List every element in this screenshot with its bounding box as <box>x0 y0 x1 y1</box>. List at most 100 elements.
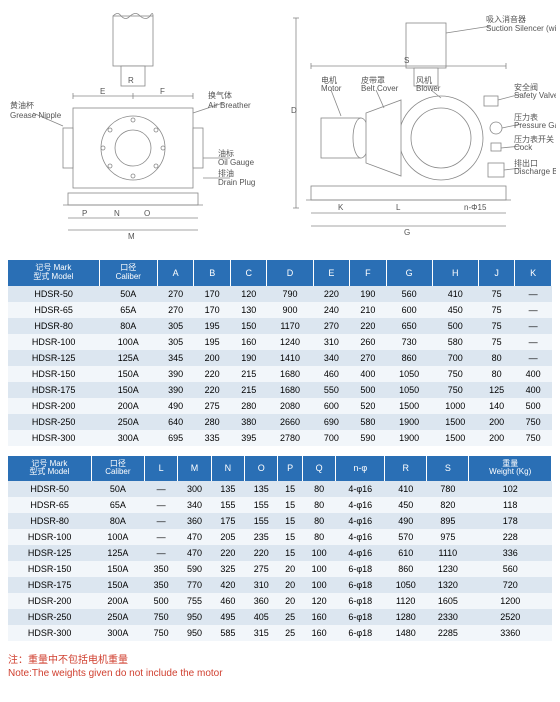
table-cell: HDSR-200 <box>8 398 99 414</box>
table-cell: 450 <box>385 497 427 513</box>
table-cell: 500 <box>350 382 387 398</box>
table-cell: 3360 <box>469 625 552 641</box>
table-cell: 790 <box>267 286 313 302</box>
table-cell: 490 <box>157 398 194 414</box>
table-cell: 780 <box>427 481 469 497</box>
label-blower-en: Blower <box>416 84 441 93</box>
table-cell: 65A <box>91 497 144 513</box>
label-grease-cn: 黄油杯 <box>10 100 34 110</box>
table-cell: 120 <box>302 593 335 609</box>
table-cell: 695 <box>157 430 194 446</box>
table-cell: 102 <box>469 481 552 497</box>
table-cell: 100 <box>302 545 335 561</box>
table-cell: 390 <box>157 366 194 382</box>
table-cell: 118 <box>469 497 552 513</box>
table-cell: — <box>144 545 177 561</box>
table-cell: 300A <box>91 625 144 641</box>
table-cell: 25 <box>278 625 303 641</box>
table-cell: 215 <box>230 366 267 382</box>
table-cell: 770 <box>178 577 211 593</box>
table-row: HDSR-8080A305195150117027022065050075— <box>8 318 552 334</box>
table-cell: HDSR-100 <box>8 529 91 545</box>
table-cell: 150A <box>99 366 157 382</box>
table-cell: 410 <box>385 481 427 497</box>
table-header: N <box>211 456 244 482</box>
table-cell: 80 <box>302 529 335 545</box>
table-row: HDSR-300300A6953353952780700590190015002… <box>8 430 552 446</box>
table-cell: 490 <box>385 513 427 529</box>
table-cell: 125A <box>99 350 157 366</box>
table-cell: 350 <box>144 561 177 577</box>
svg-text:G: G <box>404 228 410 237</box>
table-cell: 975 <box>427 529 469 545</box>
table-cell: 350 <box>144 577 177 593</box>
table-cell: 80 <box>302 481 335 497</box>
table-cell: 260 <box>350 334 387 350</box>
table-cell: 395 <box>230 430 267 446</box>
label-pgauge-en: Pressure Gauge <box>514 121 556 130</box>
table-cell: 405 <box>245 609 278 625</box>
table-header: L <box>144 456 177 482</box>
note-en: Note:The weights given do not include th… <box>8 668 552 679</box>
table-cell: 730 <box>386 334 432 350</box>
table-cell: 410 <box>432 286 478 302</box>
table-cell: HDSR-125 <box>8 350 99 366</box>
table-cell: HDSR-125 <box>8 545 91 561</box>
table-cell: 220 <box>245 545 278 561</box>
table-row: HDSR-150150A350590325275201006-φ18860123… <box>8 561 552 577</box>
svg-text:N: N <box>114 209 120 218</box>
table-cell: 950 <box>178 609 211 625</box>
label-breather-cn: 换气体 <box>208 90 232 100</box>
table-cell: 690 <box>313 414 350 430</box>
svg-text:O: O <box>144 209 150 218</box>
table-cell: HDSR-200 <box>8 593 91 609</box>
table-cell: 20 <box>278 593 303 609</box>
table-cell: 1605 <box>427 593 469 609</box>
table-row: HDSR-6565A—34015515515804-φ16450820118 <box>8 497 552 513</box>
table-cell: HDSR-250 <box>8 414 99 430</box>
table-cell: 270 <box>157 302 194 318</box>
table-cell: 380 <box>230 414 267 430</box>
table-cell: 200 <box>194 350 231 366</box>
table-cell: 460 <box>211 593 244 609</box>
table-cell: 195 <box>194 318 231 334</box>
table-cell: 100 <box>302 577 335 593</box>
svg-text:L: L <box>396 203 401 212</box>
table-cell: 6-φ18 <box>336 577 385 593</box>
table-header: C <box>230 260 267 286</box>
table-cell: 340 <box>313 350 350 366</box>
table-cell: 340 <box>178 497 211 513</box>
table-header: F <box>350 260 387 286</box>
table-cell: — <box>515 318 552 334</box>
table-cell: — <box>515 286 552 302</box>
table-header: A <box>157 260 194 286</box>
table-header: R <box>385 456 427 482</box>
table-row: HDSR-5050A—30013513515804-φ16410780102 <box>8 481 552 497</box>
table-cell: 400 <box>515 366 552 382</box>
table-cell: 200 <box>478 430 515 446</box>
table-cell: 75 <box>478 318 515 334</box>
table-cell: 150A <box>99 382 157 398</box>
table-cell: 1240 <box>267 334 313 350</box>
table-row: HDSR-8080A—36017515515804-φ16490895178 <box>8 513 552 529</box>
svg-text:E: E <box>100 87 105 96</box>
table-cell: 585 <box>211 625 244 641</box>
table-cell: 336 <box>469 545 552 561</box>
table-cell: 1200 <box>469 593 552 609</box>
table-cell: — <box>144 529 177 545</box>
table-header: n-φ <box>336 456 385 482</box>
table-cell: 215 <box>230 382 267 398</box>
table-cell: 400 <box>350 366 387 382</box>
table-cell: 520 <box>350 398 387 414</box>
table-cell: 140 <box>478 398 515 414</box>
table-cell: 590 <box>350 430 387 446</box>
table-cell: 560 <box>469 561 552 577</box>
table-cell: HDSR-80 <box>8 513 91 529</box>
table-cell: 950 <box>178 625 211 641</box>
table-cell: 15 <box>278 513 303 529</box>
table-cell: 210 <box>350 302 387 318</box>
table-cell: 1500 <box>432 430 478 446</box>
table-cell: 80 <box>302 497 335 513</box>
table-cell: 1230 <box>427 561 469 577</box>
label-motor-en: Motor <box>321 84 342 93</box>
